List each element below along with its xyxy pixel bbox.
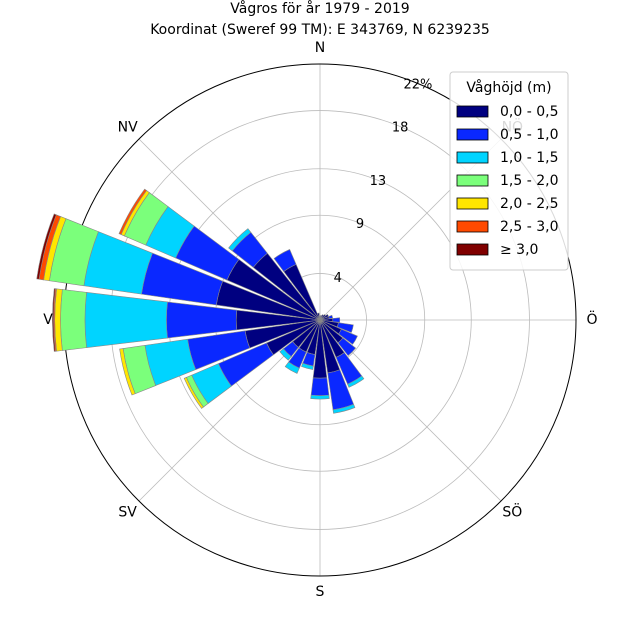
radial-tick-label: 13 [370,174,387,189]
rose-bar-segment [228,228,252,252]
legend-swatch [456,128,489,141]
radial-tick-label: 18 [392,120,409,135]
legend-swatch [456,220,489,233]
rose-bar-segment [166,301,238,339]
rose-bar-segment [337,337,357,357]
rose-bar-segment [60,289,87,351]
radial-tick-labels: 4 9 13 18 22% [334,77,433,286]
direction-label: V [43,312,53,328]
direction-label: S [316,584,325,600]
legend-label: 1,5 - 2,0 [500,173,558,189]
legend-title: Våghöjd (m) [466,79,551,96]
rose-bar-segment [310,394,330,400]
rose-bar-segment [301,362,314,370]
legend-frame [449,71,569,271]
legend-items: 0,0 - 0,5 0,5 - 1,0 1,0 - 1,5 1,5 - 2,0 2,0 … [456,104,558,258]
rose-bar-segment [310,377,330,396]
legend-label: 2,0 - 2,5 [500,196,558,212]
rose-bar-segment [119,348,136,396]
legend-swatch [456,174,489,187]
radial-tick-label: 9 [356,217,364,232]
legend-label: 0,0 - 0,5 [500,104,558,120]
legend-label: 0,5 - 1,0 [500,127,558,143]
legend-swatch [456,243,489,256]
rose-bar-segment [347,375,365,388]
legend-swatch [456,197,489,210]
rose-bar-segment [279,348,292,361]
chart-title: Vågros för år 1979 - 2019 [230,0,409,17]
radial-tick-label: 22% [404,77,433,92]
rose-bar-segment [328,314,334,320]
rose-bar-segment [332,317,341,323]
legend-label: 1,0 - 1,5 [500,150,558,166]
rose-bar-segment [284,361,300,374]
rose-bar-segment [36,213,57,280]
direction-label: N [315,40,325,56]
rose-bar-segment [332,403,356,414]
rose-bar-segment [118,188,147,235]
rose-bar-segment [183,377,204,409]
chart-subtitle: Koordinat (Sweref 99 TM): E 343769, N 62… [150,22,490,38]
rose-bar-segment [338,328,358,345]
direction-label: SÖ [502,502,522,520]
legend-swatch [456,151,489,164]
radial-tick-label: 4 [334,271,342,286]
direction-label: Ö [586,310,597,328]
rose-bar-segment [52,288,56,352]
rose-bar-segment [273,249,297,272]
direction-label: NV [118,120,138,136]
rose-bar-segment [336,322,354,333]
legend-label: ≥ 3,0 [500,242,538,258]
legend-label: 2,5 - 3,0 [500,219,558,235]
direction-label: SV [118,504,137,520]
legend-swatch [456,105,489,118]
rose-bars [36,188,365,414]
rose-bar-segment [84,292,168,348]
rose-bar-segment [317,312,321,321]
legend: Våghöjd (m) 0,0 - 0,5 0,5 - 1,0 1,0 - 1,5 1… [449,71,569,271]
